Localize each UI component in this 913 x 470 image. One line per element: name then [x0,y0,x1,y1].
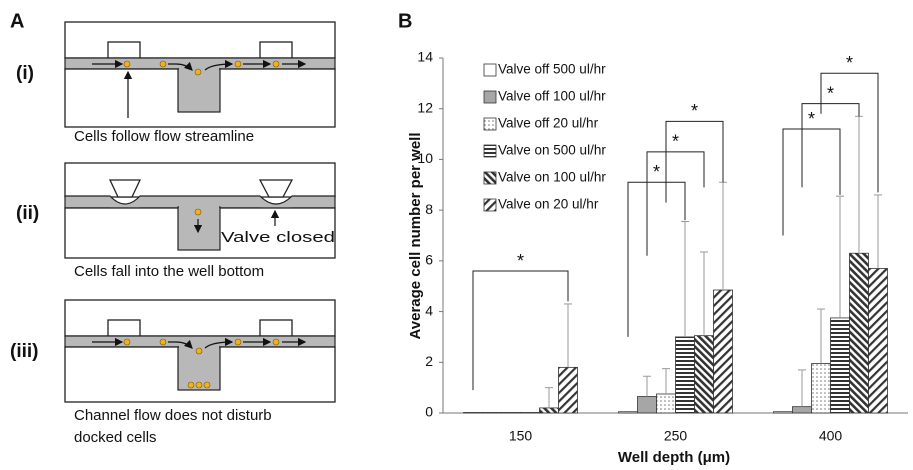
diagram-i [64,21,336,128]
y-tick-label: 14 [417,49,433,65]
significance-star: * [517,251,524,271]
bar [713,289,733,414]
legend-swatch [483,117,497,131]
significance-star: * [808,109,815,129]
bar [849,252,869,414]
legend-swatch [483,63,497,77]
panel-label: B [398,10,412,32]
bar [811,363,831,414]
bar [618,411,638,414]
y-tick-label: 10 [417,150,433,166]
bar [868,268,888,414]
significance-star: * [691,101,698,121]
significance-bracket [801,103,860,188]
bar [773,411,793,414]
legend-label: Valve off 100 ul/hr [498,89,606,104]
significance-bracket [472,270,569,391]
x-axis-label: Well depth (μm) [618,449,730,466]
diagram-ii [64,162,336,259]
y-tick-label: 12 [417,99,433,115]
diagram-iii [64,299,336,403]
bar [694,335,714,414]
step-caption: docked cells [74,429,157,446]
legend-swatch [483,144,497,158]
legend-label: Valve on 100 ul/hr [498,170,606,185]
x-tick-label: 150 [509,428,533,444]
legend-swatch [483,171,497,185]
significance-bracket [782,128,841,236]
bar [520,412,540,414]
significance-bracket [665,120,724,203]
x-tick-label: 250 [664,428,688,444]
bar [463,412,483,414]
x-tick-label: 400 [819,428,843,444]
bar [675,336,695,414]
legend-label: Valve off 500 ul/hr [498,62,606,77]
significance-star: * [653,162,660,182]
y-tick-label: 6 [425,252,433,268]
y-tick-label: 0 [425,404,433,420]
y-axis-label: Average cell number per well [407,132,424,339]
legend-label: Valve off 20 ul/hr [498,116,599,131]
step-label: (iii) [10,341,39,362]
panel-label: A [10,10,24,32]
bar [637,396,657,414]
step-label: (i) [16,63,34,84]
bar [558,366,578,414]
significance-bracket [820,72,879,193]
bar [656,393,676,414]
step-label: (ii) [16,203,39,224]
legend-swatch [483,198,497,212]
significance-bracket [646,151,705,256]
significance-star: * [827,83,834,103]
bar [482,412,502,414]
legend-label: Valve on 500 ul/hr [498,143,606,158]
bar [539,407,559,414]
legend-label: Valve on 20 ul/hr [498,197,599,212]
significance-star: * [846,53,853,73]
legend-swatch [483,90,497,104]
step-caption: Cells follow flow streamline [74,128,254,145]
significance-bracket [627,181,686,337]
significance-star: * [672,132,679,152]
bar-chart: 0 2 4 6 8 10 12 14 150 250 400 Valve off 500 ul/hr V… [417,49,908,444]
bar [792,406,812,414]
y-tick-label: 2 [425,353,433,369]
step-note: Valve closed [221,229,335,246]
bar [501,412,521,414]
bar [830,317,850,414]
step-caption: Channel flow does not disturb [74,407,272,424]
y-tick-label: 4 [425,302,433,318]
step-caption: Cells fall into the well bottom [74,263,264,280]
y-tick-label: 8 [425,201,433,217]
